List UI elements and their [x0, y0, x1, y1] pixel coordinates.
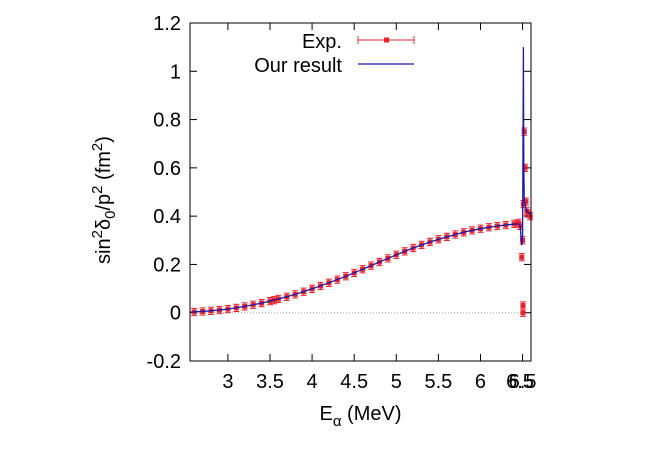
- y-axis-label: sin2δ0/p2 (fm2): [89, 136, 119, 264]
- legend-label-our-result: Our result: [254, 55, 342, 77]
- legend: Exp. Our result: [254, 31, 415, 77]
- series-layer: [189, 47, 534, 317]
- y-axis-label-delta: δ: [93, 219, 115, 230]
- y-tick-label: 0: [170, 303, 181, 325]
- x-tick-label: 5.5: [424, 371, 452, 393]
- x-tick-label: 6.5: [506, 371, 534, 393]
- x-axis-label-main: E: [319, 403, 332, 425]
- y-axis-label-sin: sin: [93, 238, 115, 264]
- y-tick-label: 0.8: [153, 110, 181, 132]
- exp-data-point: [518, 253, 525, 262]
- y-tick-label: 0.6: [153, 158, 181, 180]
- x-tick-label: 5: [391, 371, 402, 393]
- x-tick-label: 4: [307, 371, 318, 393]
- tick-label-layer: -0.200.20.40.60.811.23 3.5 4 4.5 5 5.5 6 6.56.5: [147, 13, 537, 393]
- x-tick-label: 6: [475, 371, 486, 393]
- tick-layer: [190, 22, 531, 362]
- exp-point: [519, 254, 525, 260]
- x-tick-label: 4.5: [340, 371, 368, 393]
- exp-data-point-outlier: [520, 301, 527, 310]
- exp-point: [522, 165, 528, 171]
- exp-point: [520, 310, 526, 316]
- exp-point: [523, 199, 529, 205]
- y-tick-label: 0.2: [153, 254, 181, 276]
- exp-point: [527, 213, 533, 219]
- legend-exp-marker: [384, 37, 389, 43]
- y-tick-label: 0.4: [153, 206, 181, 228]
- y-axis-label-sup3: 2: [89, 143, 106, 151]
- x-tick-label: 3.5: [256, 371, 284, 393]
- y-axis-label-close: ): [93, 136, 115, 143]
- legend-sample-exp: [357, 36, 415, 44]
- x-axis-label-sub: α: [333, 413, 342, 430]
- exp-point: [515, 220, 521, 226]
- x-axis-label-unit: (MeV): [342, 403, 402, 425]
- our-result-line: [189, 47, 532, 313]
- legend-label-exp: Exp.: [302, 31, 342, 53]
- plot-frame: [189, 22, 532, 362]
- exp-point: [520, 302, 526, 308]
- x-tick-label: 6.5: [509, 371, 537, 393]
- y-tick-label: 1.2: [153, 13, 181, 35]
- exp-data-point-outlier: [520, 308, 527, 317]
- x-tick-label: 3: [222, 371, 233, 393]
- y-axis-label-fm: (fm: [93, 151, 115, 185]
- y-tick-label: -0.2: [147, 351, 181, 373]
- y-axis-label-sub0: 0: [102, 211, 119, 219]
- y-axis-label-sup1: 2: [89, 230, 106, 238]
- x-axis-label: Eα (MeV): [319, 403, 401, 430]
- y-axis-label-p: /p: [93, 194, 115, 211]
- y-tick-label: 1: [170, 61, 181, 83]
- y-axis-label-sup2: 2: [89, 186, 106, 194]
- exp-point: [520, 201, 526, 207]
